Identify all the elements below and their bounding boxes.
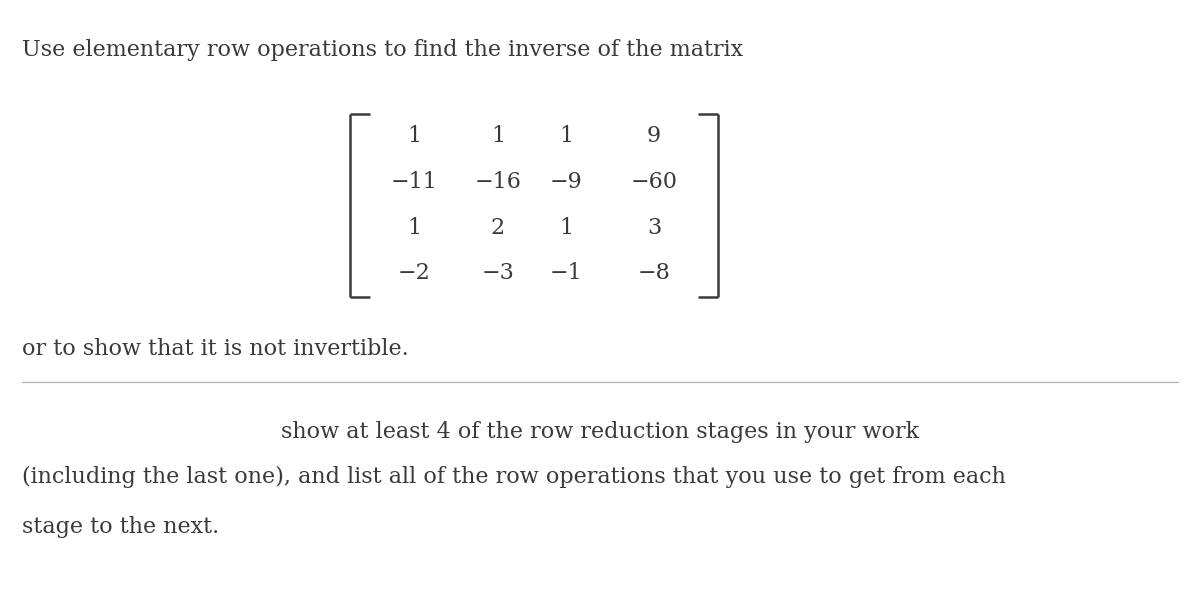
Text: −1: −1 — [550, 262, 583, 285]
Text: −16: −16 — [474, 171, 522, 193]
Text: −9: −9 — [550, 171, 583, 193]
Text: −11: −11 — [390, 171, 438, 193]
Text: show at least 4 of the row reduction stages in your work: show at least 4 of the row reduction sta… — [281, 421, 919, 443]
Text: stage to the next.: stage to the next. — [22, 516, 218, 538]
Text: or to show that it is not invertible.: or to show that it is not invertible. — [22, 338, 408, 360]
Text: 1: 1 — [407, 125, 421, 148]
Text: 2: 2 — [491, 216, 505, 239]
Text: (including the last one), and list all of the row operations that you use to get: (including the last one), and list all o… — [22, 466, 1006, 487]
Text: 1: 1 — [491, 125, 505, 148]
Text: 1: 1 — [559, 216, 574, 239]
Text: −8: −8 — [637, 262, 671, 285]
Text: 1: 1 — [407, 216, 421, 239]
Text: 3: 3 — [647, 216, 661, 239]
Text: 1: 1 — [559, 125, 574, 148]
Text: −3: −3 — [481, 262, 515, 285]
Text: −2: −2 — [397, 262, 431, 285]
Text: Use elementary row operations to find the inverse of the matrix: Use elementary row operations to find th… — [22, 39, 743, 60]
Text: 9: 9 — [647, 125, 661, 148]
Text: −60: −60 — [630, 171, 678, 193]
